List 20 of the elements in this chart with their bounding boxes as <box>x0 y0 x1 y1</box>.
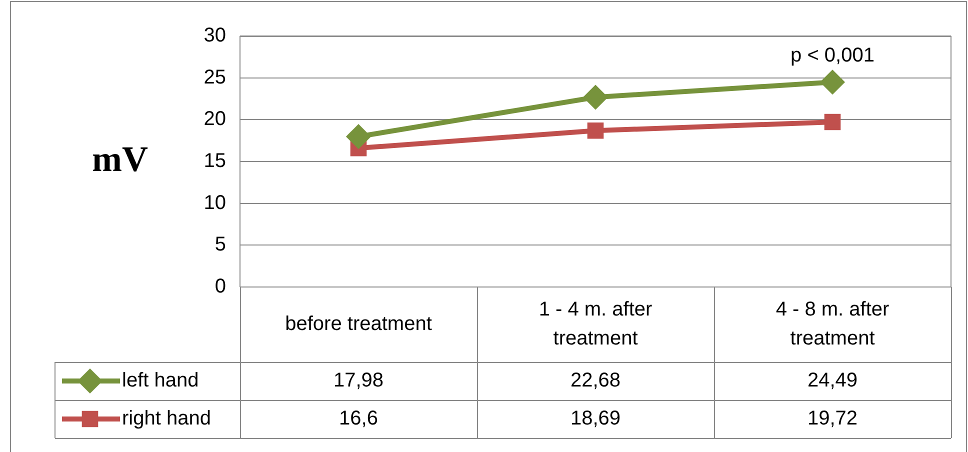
x-tick-label: 4 - 8 m. after treatment <box>776 298 890 350</box>
data-label: 19,72 <box>807 408 858 430</box>
y-tick-label: 5 <box>214 234 226 256</box>
y-tick-label: 30 <box>204 24 226 47</box>
y-tick-label: 20 <box>204 108 226 130</box>
data-label: 17,98 <box>333 370 384 392</box>
y-tick-label: 10 <box>204 192 226 214</box>
legend-label: left hand <box>122 370 199 392</box>
legend-label: right hand <box>122 408 211 430</box>
data-label: 24,49 <box>807 370 858 392</box>
y-axis-title: mV <box>92 138 148 179</box>
data-label: 22,68 <box>570 370 621 392</box>
annotation: p < 0,001 <box>790 44 874 67</box>
y-tick-label: 15 <box>204 150 226 172</box>
x-tick-label: 1 - 4 m. after treatment <box>538 298 653 350</box>
y-tick-label: 0 <box>214 276 226 298</box>
y-tick-label: 25 <box>204 66 226 88</box>
data-label: 18,69 <box>570 408 621 430</box>
x-tick-label: before treatment <box>285 313 432 336</box>
data-label: 16,6 <box>339 408 378 430</box>
